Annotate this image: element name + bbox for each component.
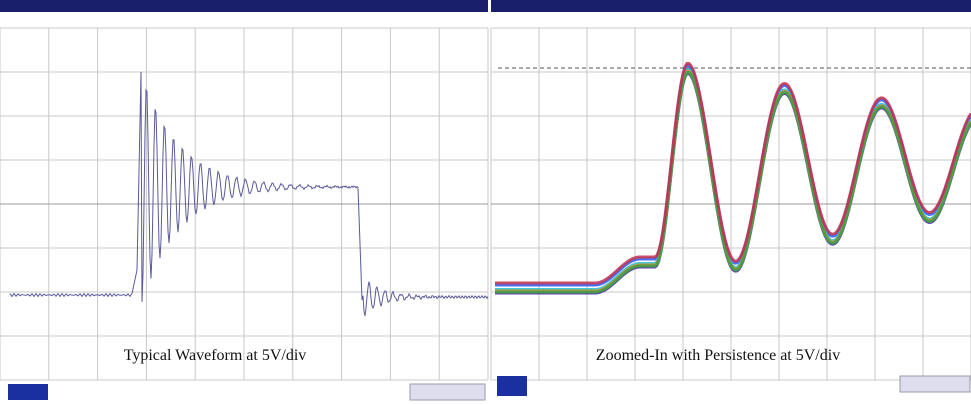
menu-bar bbox=[491, 0, 971, 12]
screenshot: Typical Waveform at 5V/div Zoomed-In wit… bbox=[0, 0, 971, 405]
status-widget bbox=[900, 376, 970, 392]
status-widget bbox=[497, 376, 527, 396]
caption: Zoomed-In with Persistence at 5V/div bbox=[596, 347, 840, 364]
menu-bar bbox=[0, 0, 488, 12]
caption: Typical Waveform at 5V/div bbox=[124, 347, 307, 364]
status-widget bbox=[8, 384, 48, 400]
status-widget bbox=[410, 384, 485, 400]
page: Typical Waveform at 5V/div Zoomed-In wit… bbox=[0, 0, 971, 405]
